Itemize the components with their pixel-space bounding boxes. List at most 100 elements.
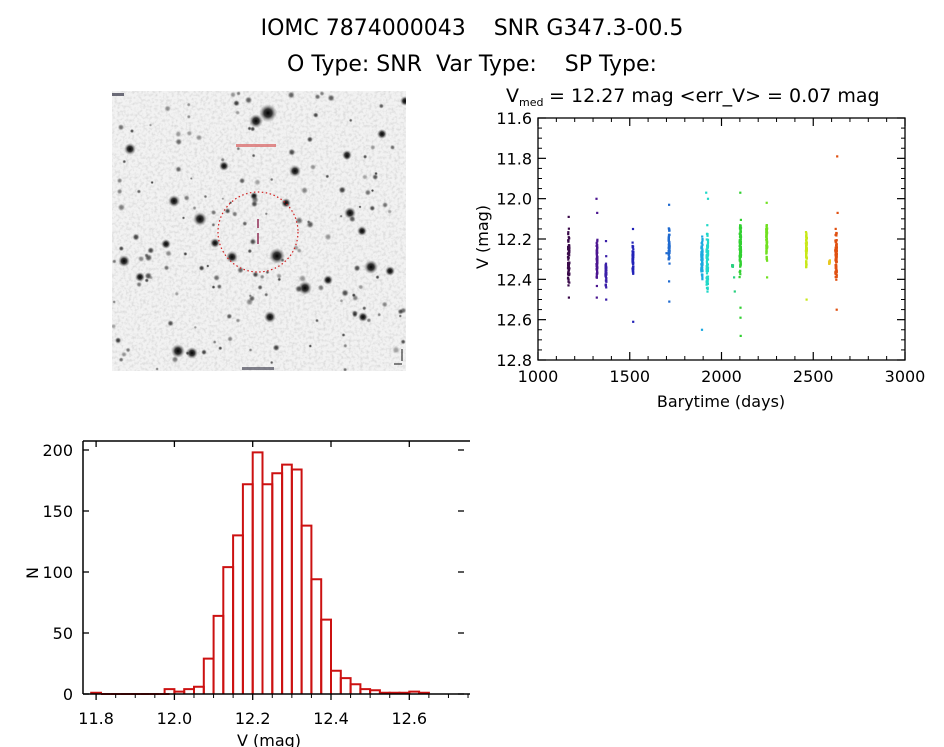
- lc-point: [605, 271, 608, 274]
- lc-point: [835, 251, 838, 254]
- lc-point: [667, 238, 670, 241]
- lc-point: [706, 234, 709, 237]
- faint-star: [287, 91, 295, 99]
- lc-point: [596, 243, 599, 246]
- lc-point: [738, 258, 741, 261]
- faint-star: [381, 201, 389, 209]
- lc-outlier-point: [836, 211, 839, 214]
- lc-point: [604, 284, 607, 287]
- lc-point: [567, 239, 570, 242]
- lc-xlabel: Barytime (days): [657, 392, 785, 411]
- star: [171, 344, 185, 358]
- lc-point: [805, 232, 808, 235]
- faint-star: [389, 144, 396, 151]
- hist-ytick-label: 150: [42, 502, 73, 521]
- faint-star: [112, 259, 117, 264]
- lc-point: [706, 251, 710, 254]
- faint-star: [358, 284, 364, 290]
- lc-point: [700, 267, 703, 270]
- faint-star: [269, 177, 274, 182]
- faint-star: [236, 91, 241, 96]
- lc-point: [805, 256, 808, 259]
- lc-point: [765, 234, 768, 237]
- faint-star: [269, 360, 274, 365]
- faint-star: [257, 284, 263, 291]
- lc-point: [595, 241, 598, 244]
- faint-star: [364, 189, 372, 196]
- lc-point: [604, 274, 607, 277]
- faint-star: [252, 271, 259, 278]
- lc-point: [739, 260, 742, 264]
- lc-point: [739, 218, 742, 221]
- lc-title-sub: med: [519, 96, 543, 109]
- lc-point: [595, 276, 598, 279]
- faint-star: [175, 166, 182, 173]
- lc-point: [805, 235, 808, 238]
- faint-star: [227, 335, 234, 342]
- hist-ylabel: N: [23, 567, 42, 579]
- lc-point: [738, 276, 741, 279]
- lc-point: [706, 246, 709, 250]
- faint-star: [248, 348, 253, 352]
- object-label-mark: [236, 144, 276, 147]
- lc-point: [568, 254, 571, 257]
- faint-star: [186, 114, 191, 119]
- lc-point: [835, 275, 838, 278]
- lc-point: [805, 239, 808, 242]
- faint-star: [186, 130, 193, 137]
- lc-ytick-label: 11.8: [496, 149, 532, 168]
- faint-star: [339, 214, 343, 218]
- faint-star: [206, 264, 210, 268]
- lc-outlier-point: [668, 203, 671, 206]
- faint-star: [229, 91, 237, 98]
- faint-star: [163, 264, 170, 271]
- faint-star: [352, 312, 358, 318]
- lc-point: [596, 262, 599, 265]
- hist-bar: [349, 683, 362, 694]
- faint-star: [174, 130, 182, 138]
- star: [161, 239, 171, 249]
- lc-ylabel: V (mag): [473, 205, 492, 269]
- faint-star: [348, 215, 356, 223]
- faint-star: [298, 274, 307, 283]
- lc-point: [835, 269, 838, 272]
- faint-star: [251, 195, 259, 204]
- lc-outlier-point: [766, 276, 769, 279]
- lc-point: [731, 264, 734, 267]
- lc-point: [701, 235, 704, 238]
- star: [193, 212, 207, 226]
- faint-star: [201, 349, 207, 356]
- lc-outlier-point: [605, 298, 608, 301]
- lc-point: [701, 276, 704, 279]
- hist-bar: [251, 451, 264, 694]
- finding-chart-image: [112, 91, 406, 371]
- lc-point: [739, 250, 743, 253]
- lc-point: [668, 244, 671, 247]
- lc-ytick-label: 11.6: [496, 109, 532, 128]
- lc-point: [739, 273, 742, 276]
- faint-star: [249, 238, 257, 246]
- faint-star: [183, 251, 188, 256]
- faint-star: [358, 205, 362, 209]
- lc-point: [834, 272, 837, 275]
- faint-star: [231, 211, 238, 217]
- lc-outlier-point: [739, 191, 742, 194]
- lc-point: [705, 267, 708, 271]
- faint-star: [398, 314, 403, 318]
- hist-bar: [193, 685, 205, 694]
- lc-xtick-label: 2000: [701, 367, 742, 386]
- faint-star: [377, 312, 382, 317]
- lc-point: [567, 258, 570, 261]
- lc-point: [706, 238, 710, 241]
- lc-point: [805, 247, 808, 250]
- lc-point: [667, 243, 670, 246]
- lc-point: [739, 240, 742, 243]
- lc-outlier-point: [632, 320, 635, 323]
- lc-point: [700, 258, 703, 261]
- hist-xtick-label: 12.2: [235, 709, 271, 728]
- lc-point: [765, 237, 768, 241]
- lc-point: [668, 229, 671, 232]
- lc-point: [738, 253, 742, 257]
- faint-star: [210, 209, 217, 216]
- lc-ytick-label: 12.2: [496, 230, 532, 249]
